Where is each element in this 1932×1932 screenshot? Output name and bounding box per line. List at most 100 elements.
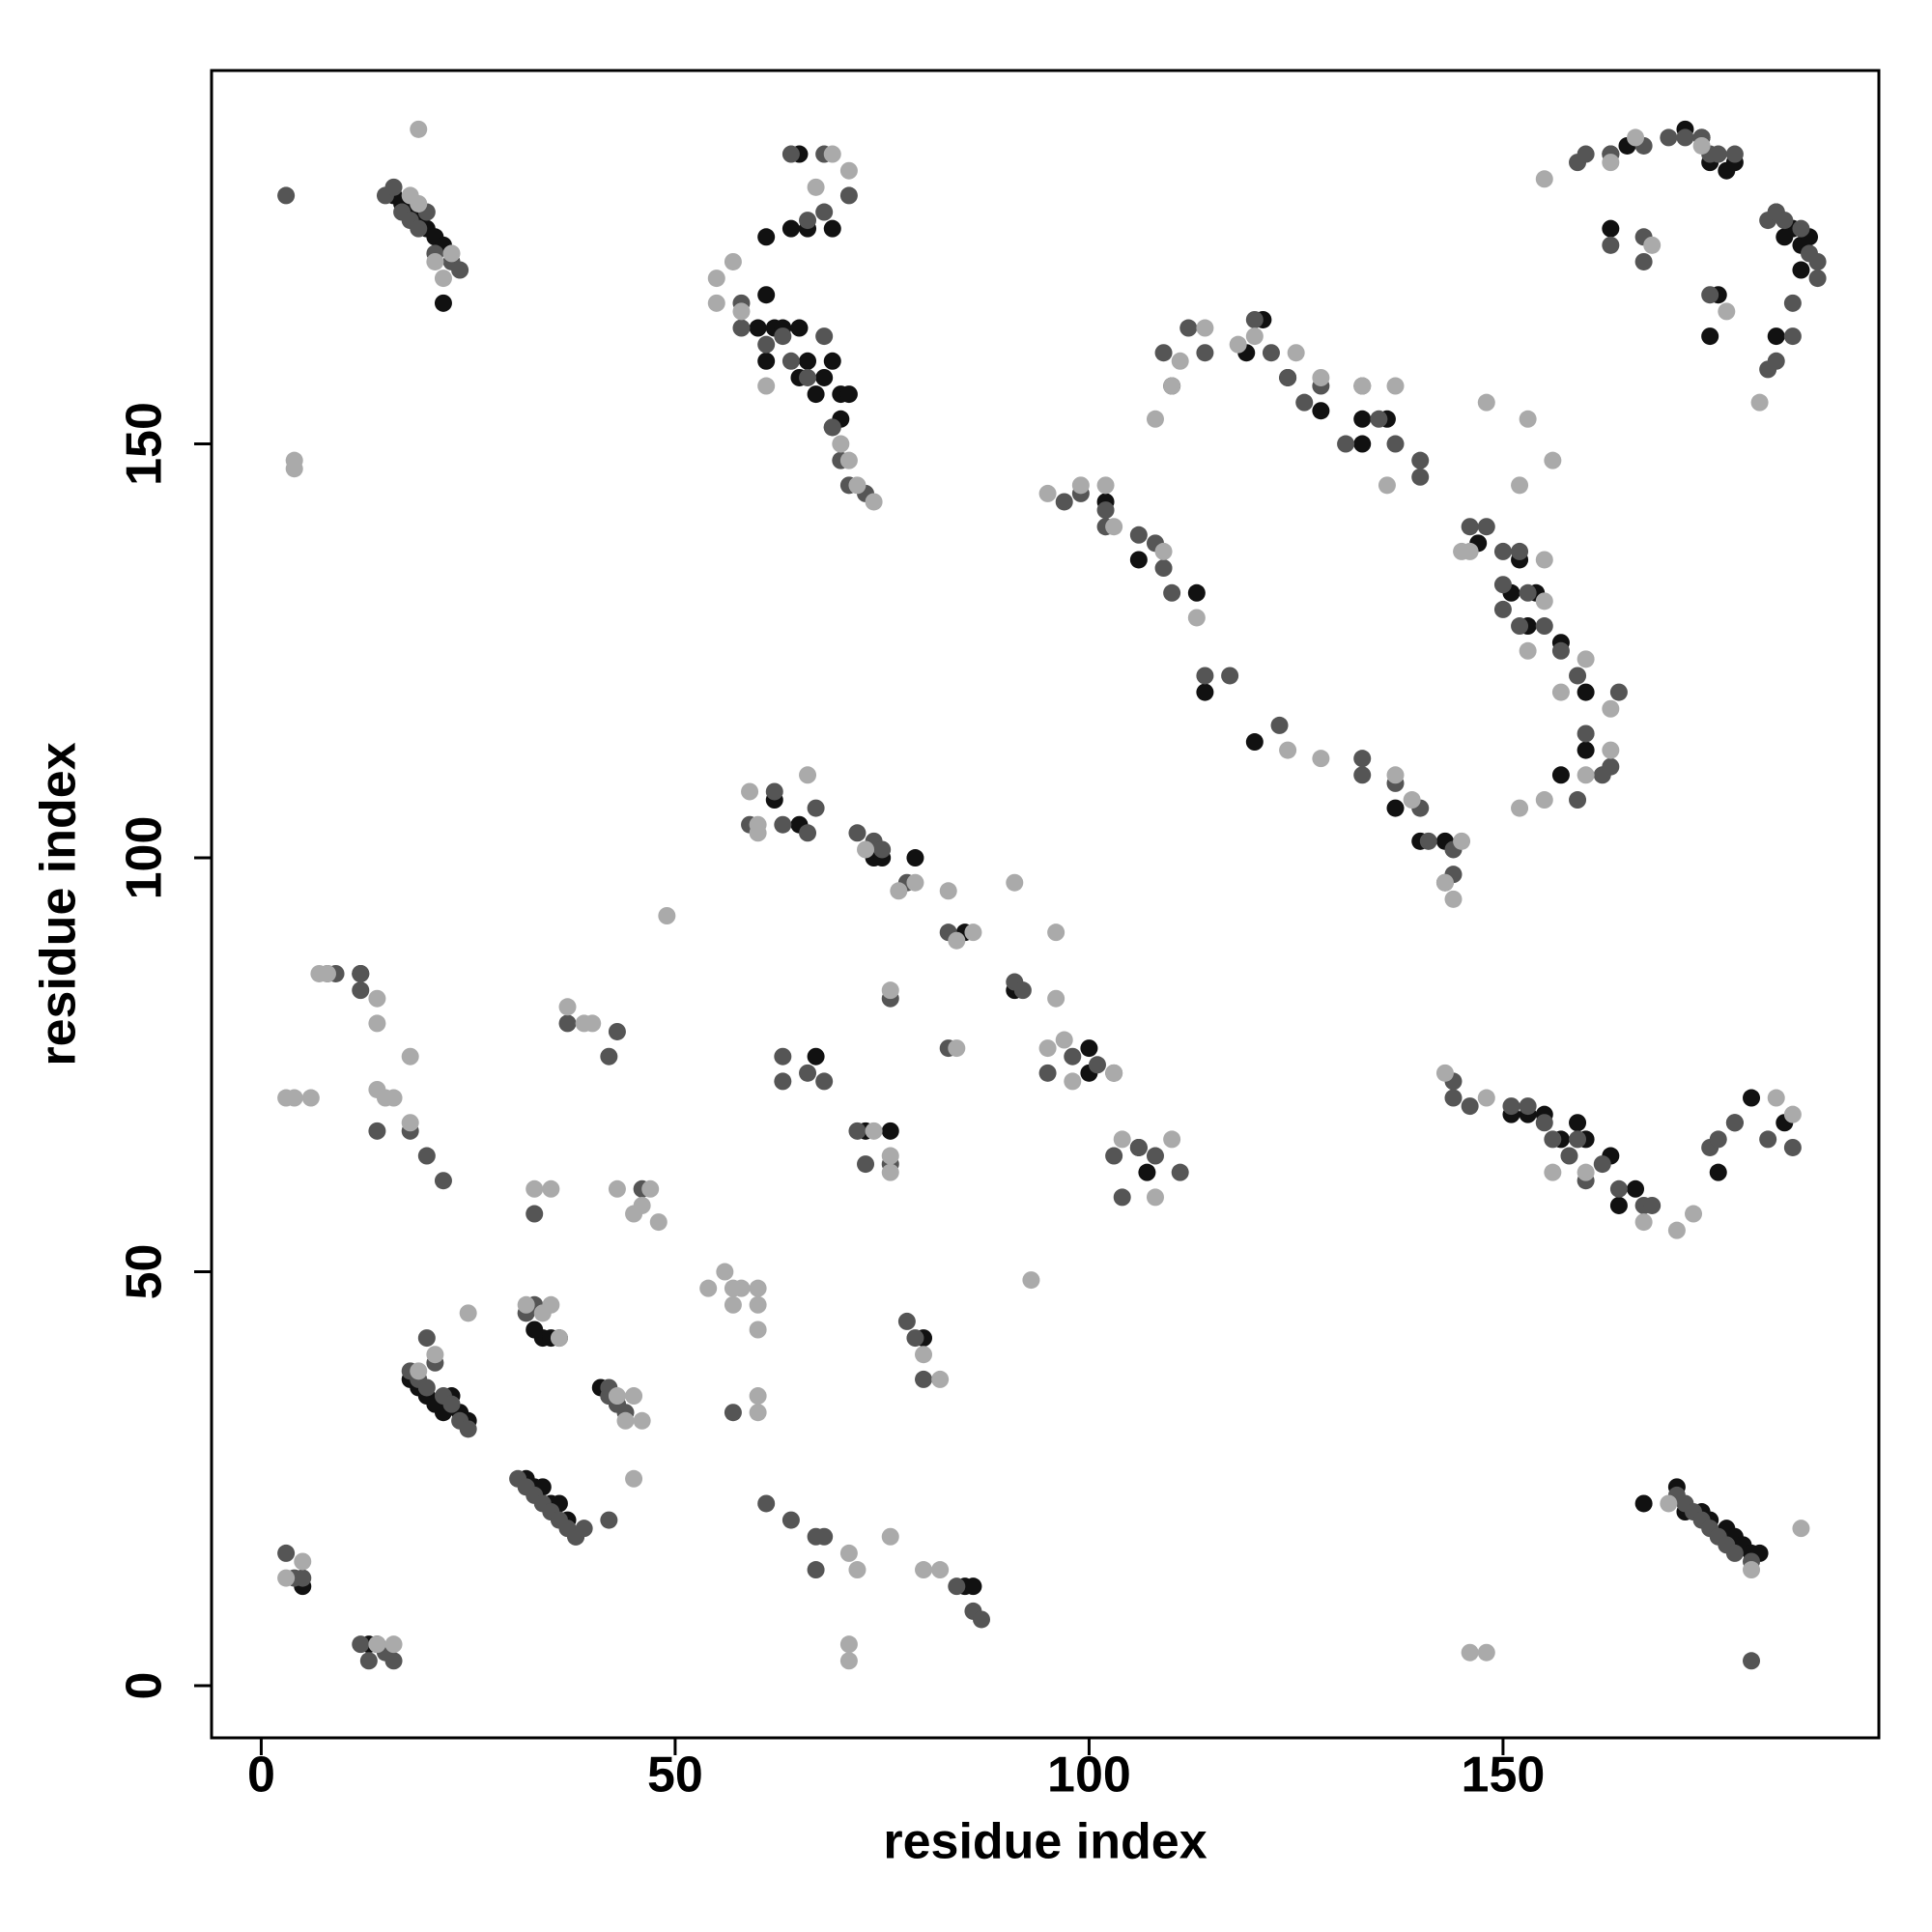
point [294,1569,312,1587]
point [774,1072,792,1091]
point [1577,145,1595,163]
point [707,294,725,312]
point [823,418,841,437]
point [1511,542,1529,560]
point [1511,799,1529,817]
point [1411,451,1430,469]
point [542,1179,560,1198]
point [1386,377,1405,395]
point [318,964,336,982]
point [1519,641,1537,660]
point [1718,302,1736,321]
point [451,261,469,279]
point [906,1329,924,1348]
point [1493,542,1512,560]
point [1634,1494,1653,1513]
point [1477,1089,1495,1107]
point [583,1014,602,1033]
point [410,194,428,213]
point [1569,791,1587,810]
point [625,1469,643,1488]
point [873,840,892,859]
point [434,294,452,312]
point [865,493,883,511]
y-tick-label: 50 [117,1244,173,1300]
point [1013,981,1032,1000]
point [1602,219,1620,238]
point [749,1404,767,1422]
point [1403,791,1421,810]
point [1511,476,1529,495]
point [417,1147,436,1165]
point [724,1404,742,1422]
point [732,302,751,321]
point [1154,542,1173,560]
point [1627,128,1645,147]
point [1776,228,1794,246]
point [915,1370,933,1388]
point [1435,1064,1454,1082]
point [1743,1561,1761,1579]
point [857,1155,875,1174]
point [359,1652,378,1670]
point [1743,1089,1761,1107]
point [964,923,982,942]
point [799,824,817,842]
point [1477,1643,1495,1662]
point [1096,501,1115,520]
point [1643,236,1662,254]
point [799,368,817,386]
point [459,1304,477,1322]
point [1461,1643,1479,1662]
point [790,319,809,337]
point [1064,1047,1082,1065]
point [774,1047,792,1065]
point [1767,1089,1785,1107]
point [1105,1147,1123,1165]
point [426,252,444,270]
point [1262,344,1280,362]
point [1138,1163,1156,1181]
point [1709,1163,1727,1181]
point [368,1122,386,1140]
point [608,1387,626,1406]
point [781,145,800,163]
point [1577,683,1595,701]
point [1709,145,1727,163]
point [1378,476,1396,495]
point [1353,766,1372,784]
point [600,1511,618,1529]
point [608,1179,626,1198]
point [1047,923,1065,942]
point [848,1122,867,1140]
point [1602,757,1620,776]
point [1270,716,1289,734]
point [1435,873,1454,892]
point [575,1520,593,1538]
point [1792,219,1810,238]
point [781,219,800,238]
point [799,766,817,784]
point [1096,476,1115,495]
point [434,270,452,288]
point [848,476,867,495]
point [1701,286,1719,304]
point [526,1321,544,1339]
point [1609,1179,1628,1198]
point [1776,212,1794,230]
point [732,319,751,337]
point [774,327,792,346]
point [1129,1138,1148,1156]
point [1560,1147,1578,1165]
point [699,1279,718,1297]
point [1577,1163,1595,1181]
point [442,1395,461,1413]
point [1759,1130,1777,1149]
point [716,1263,734,1281]
x-tick-label: 0 [247,1747,275,1804]
point [906,849,924,867]
point [1569,667,1587,685]
point [1602,741,1620,759]
point [1187,609,1206,627]
point [939,882,957,900]
